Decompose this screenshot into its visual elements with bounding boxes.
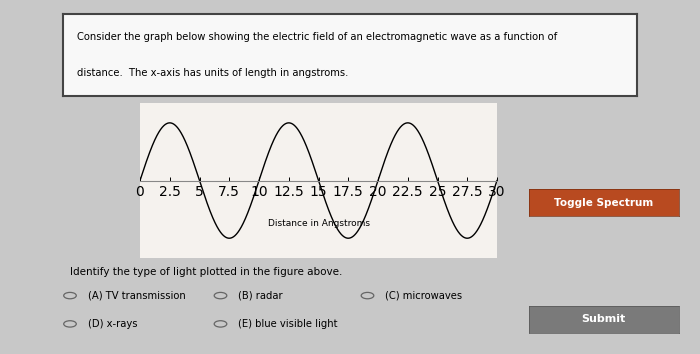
Text: (C) microwaves: (C) microwaves: [385, 291, 462, 301]
Text: (D) x-rays: (D) x-rays: [88, 319, 137, 329]
Text: Toggle Spectrum: Toggle Spectrum: [554, 198, 653, 208]
Text: Consider the graph below showing the electric field of an electromagnetic wave a: Consider the graph below showing the ele…: [77, 32, 558, 42]
Text: distance.  The x-axis has units of length in angstroms.: distance. The x-axis has units of length…: [77, 68, 349, 78]
Text: Submit: Submit: [582, 314, 626, 325]
Text: (A) TV transmission: (A) TV transmission: [88, 291, 186, 301]
Text: (E) blue visible light: (E) blue visible light: [238, 319, 337, 329]
X-axis label: Distance in Angstroms: Distance in Angstroms: [267, 219, 370, 228]
Text: Identify the type of light plotted in the figure above.: Identify the type of light plotted in th…: [70, 267, 342, 277]
Text: (B) radar: (B) radar: [238, 291, 283, 301]
